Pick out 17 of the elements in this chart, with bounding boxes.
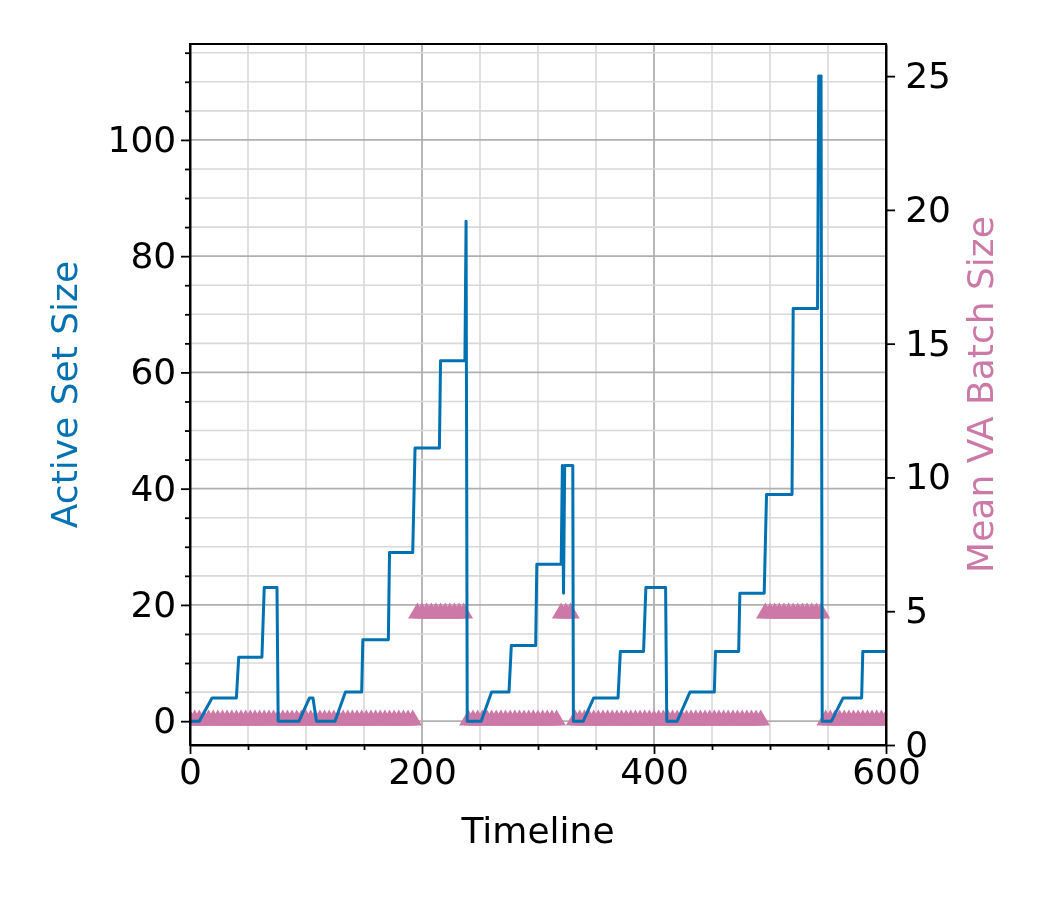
y2-tick-label: 20 xyxy=(905,188,952,230)
y2-tick-label: 5 xyxy=(905,590,929,632)
y2-axis-title: Mean VA Batch Size xyxy=(960,216,1001,573)
y-tick-label: 20 xyxy=(130,583,177,625)
y-tick-label: 60 xyxy=(130,351,177,393)
y2-tick-label: 15 xyxy=(905,322,952,364)
y2-tick-label: 25 xyxy=(905,55,952,97)
y-axis-title: Active Set Size xyxy=(44,260,85,529)
y-tick-label: 100 xyxy=(107,118,177,160)
y-tick-label: 40 xyxy=(130,467,177,509)
x-tick-label: 0 xyxy=(179,751,202,792)
y2-tick-label: 10 xyxy=(905,456,952,498)
y-tick-label: 0 xyxy=(153,700,177,742)
y-tick-label: 80 xyxy=(130,235,177,277)
x-tick-label: 200 xyxy=(388,751,457,792)
x-tick-label: 400 xyxy=(620,751,689,792)
x-axis-title: Timeline xyxy=(460,810,615,851)
